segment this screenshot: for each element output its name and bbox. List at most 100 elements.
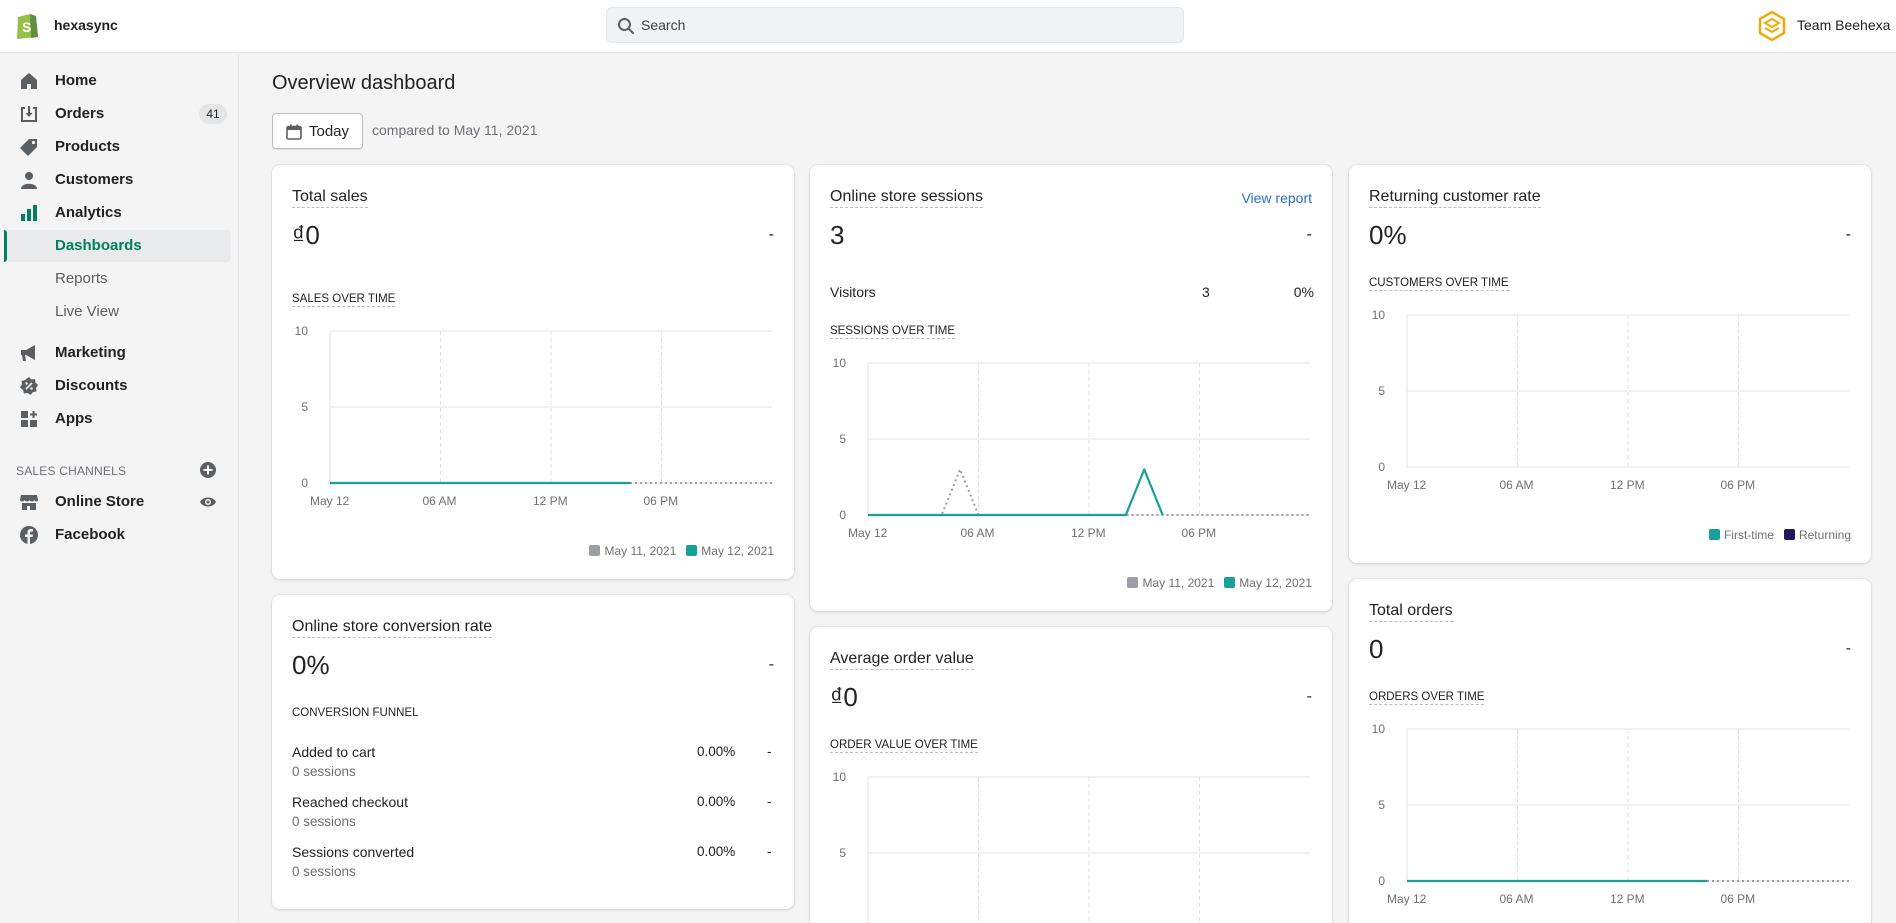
orders-icon xyxy=(21,106,37,122)
y-tick-label: 0 xyxy=(1378,460,1385,474)
funnel-step-change: - xyxy=(767,794,772,809)
sidebar-item-discounts[interactable]: Discounts xyxy=(0,370,239,402)
online-store-sessions-card: Online store sessions View report 3 - Vi… xyxy=(810,165,1332,611)
active-indicator xyxy=(4,230,7,262)
sessions-over-time-chart: 0 5 10 May 12 06 AM 12 PM 06 PM xyxy=(833,356,1310,540)
y-tick-label: 5 xyxy=(839,432,846,446)
chart-title[interactable]: SESSIONS OVER TIME xyxy=(830,325,956,339)
sidebar: Home Orders 41 Products Customers Analyt… xyxy=(0,54,239,923)
x-tick-label: 06 AM xyxy=(1500,478,1534,492)
sidebar-item-live-view[interactable]: Live View xyxy=(0,296,239,328)
sidebar-item-online-store[interactable]: Online Store xyxy=(0,486,239,518)
beehexa-logo-icon[interactable] xyxy=(1757,10,1787,42)
card-title[interactable]: Total orders xyxy=(1369,602,1453,622)
total-sales-value: ₫0 xyxy=(292,220,320,250)
customers-over-time-chart: 0 5 10 May 12 06 AM 12 PM 06 PM xyxy=(1372,308,1849,492)
total-orders-value: 0 xyxy=(1369,634,1384,664)
visitors-value: 3 xyxy=(1202,284,1210,300)
chart-legend: May 11, 2021 May 12, 2021 xyxy=(589,544,774,558)
funnel-step-name: Added to cart xyxy=(292,744,376,760)
change-indicator: - xyxy=(768,226,774,243)
sidebar-item-label: Analytics xyxy=(55,204,122,221)
chart-title[interactable]: ORDER VALUE OVER TIME xyxy=(830,739,978,753)
sidebar-item-home[interactable]: Home xyxy=(0,65,239,97)
analytics-icon xyxy=(21,205,37,221)
sidebar-item-analytics[interactable]: Analytics xyxy=(0,197,239,229)
funnel-step-sessions: 0 sessions xyxy=(292,814,356,829)
average-order-value-card: Average order value ₫0 - ORDER VALUE OVE… xyxy=(810,627,1332,923)
sidebar-item-label: Dashboards xyxy=(55,237,142,254)
legend-item: May 11, 2021 xyxy=(589,544,676,558)
y-tick-label: 0 xyxy=(839,508,846,522)
x-tick-label: May 12 xyxy=(1387,892,1427,906)
sidebar-item-facebook[interactable]: Facebook xyxy=(0,519,239,551)
change-indicator: - xyxy=(1845,226,1851,243)
sidebar-item-label: Orders xyxy=(55,105,105,122)
sidebar-item-apps[interactable]: Apps xyxy=(0,403,239,435)
returning-customer-rate-card: Returning customer rate 0% - CUSTOMERS O… xyxy=(1349,165,1871,563)
y-tick-label: 10 xyxy=(1372,308,1386,322)
search-bar[interactable]: Search xyxy=(606,7,1184,43)
sidebar-item-dashboards[interactable]: Dashboards xyxy=(4,230,231,262)
series-line xyxy=(868,468,1164,517)
card-title[interactable]: Online store conversion rate xyxy=(292,618,493,638)
add-channel-icon[interactable] xyxy=(199,461,217,479)
search-icon xyxy=(618,18,634,34)
conversion-rate-value: 0% xyxy=(292,650,330,680)
sidebar-item-customers[interactable]: Customers xyxy=(0,164,239,196)
top-bar: S hexasync Search Team Beehexa xyxy=(0,0,1896,53)
sidebar-item-label: Live View xyxy=(55,303,119,320)
funnel-step-change: - xyxy=(767,844,772,859)
card-title[interactable]: Average order value xyxy=(830,650,974,670)
legend-label: May 11, 2021 xyxy=(604,544,677,558)
person-icon xyxy=(21,172,37,189)
legend-item: First-time xyxy=(1708,528,1774,542)
facebook-icon xyxy=(20,526,38,544)
x-tick-label: 06 PM xyxy=(644,494,679,508)
x-tick-label: 06 AM xyxy=(423,494,457,508)
funnel-step-name: Reached checkout xyxy=(292,794,408,810)
funnel-title: CONVERSION FUNNEL xyxy=(292,707,419,719)
x-tick-label: May 12 xyxy=(848,526,888,540)
y-tick-label: 10 xyxy=(833,770,847,784)
date-range-button[interactable]: Today xyxy=(272,113,363,149)
view-report-link[interactable]: View report xyxy=(1241,190,1312,206)
sidebar-item-products[interactable]: Products xyxy=(0,131,239,163)
card-title[interactable]: Returning customer rate xyxy=(1369,188,1541,208)
x-tick-label: 12 PM xyxy=(1071,526,1106,540)
conversion-rate-card: Online store conversion rate 0% - CONVER… xyxy=(272,595,794,909)
chart-title[interactable]: ORDERS OVER TIME xyxy=(1369,691,1485,705)
search-input[interactable]: Search xyxy=(641,17,686,33)
sidebar-item-reports[interactable]: Reports xyxy=(0,263,239,295)
funnel-step-sessions: 0 sessions xyxy=(292,864,356,879)
date-range-label: Today xyxy=(309,123,350,140)
chart-title[interactable]: SALES OVER TIME xyxy=(292,293,396,307)
card-title[interactable]: Total sales xyxy=(292,188,368,208)
x-tick-label: 06 AM xyxy=(1500,892,1534,906)
team-name[interactable]: Team Beehexa xyxy=(1797,17,1891,33)
legend-swatch xyxy=(686,545,698,556)
legend-item: May 11, 2021 xyxy=(1127,576,1214,590)
sidebar-item-orders[interactable]: Orders 41 xyxy=(0,98,239,130)
chart-title[interactable]: CUSTOMERS OVER TIME xyxy=(1369,277,1509,291)
visitors-percent: 0% xyxy=(1293,284,1314,300)
change-indicator: - xyxy=(1306,688,1312,705)
y-tick-label: 0 xyxy=(301,476,308,490)
x-tick-label: 06 PM xyxy=(1182,526,1217,540)
page-title: Overview dashboard xyxy=(272,72,456,94)
y-tick-label: 0 xyxy=(1378,874,1385,888)
calendar-icon xyxy=(286,124,302,140)
funnel-step-change: - xyxy=(767,744,772,759)
sidebar-item-marketing[interactable]: Marketing xyxy=(0,337,239,369)
store-name[interactable]: hexasync xyxy=(54,17,118,33)
comparison-text: compared to May 11, 2021 xyxy=(372,122,538,138)
store-icon xyxy=(20,495,38,510)
home-icon xyxy=(21,73,37,89)
legend-label: First-time xyxy=(1723,528,1774,542)
sessions-value: 3 xyxy=(830,220,845,250)
shopify-logo-icon[interactable]: S xyxy=(15,11,39,39)
eye-icon[interactable] xyxy=(199,494,217,510)
sidebar-item-label: Online Store xyxy=(55,493,145,510)
x-tick-label: 12 PM xyxy=(533,494,568,508)
card-title[interactable]: Online store sessions xyxy=(830,188,983,208)
